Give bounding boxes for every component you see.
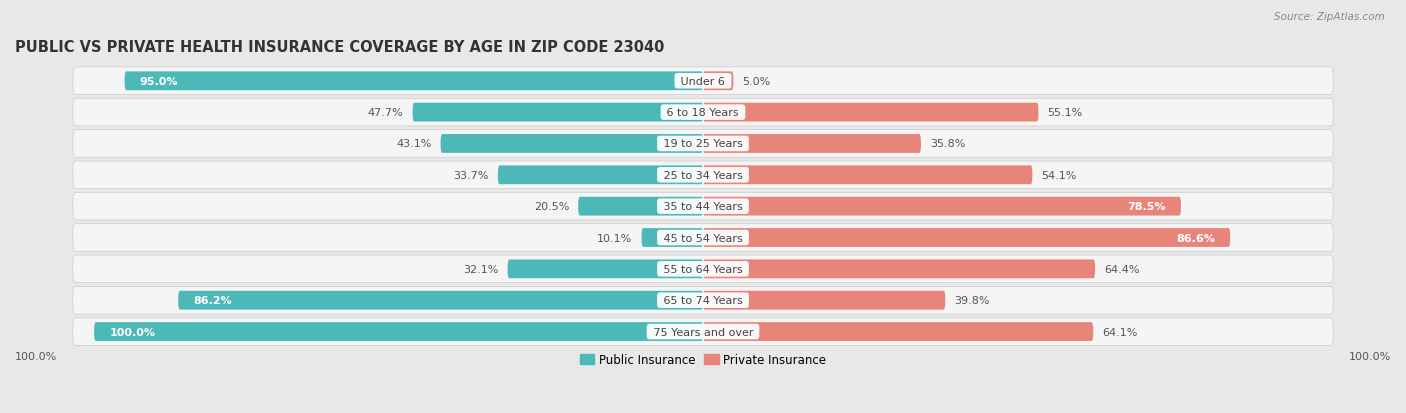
Text: 47.7%: 47.7% — [368, 108, 404, 118]
Text: 86.6%: 86.6% — [1177, 233, 1215, 243]
Text: 64.1%: 64.1% — [1102, 327, 1137, 337]
Text: 5.0%: 5.0% — [742, 76, 770, 87]
Text: 35.8%: 35.8% — [931, 139, 966, 149]
Text: Under 6: Under 6 — [678, 76, 728, 87]
FancyBboxPatch shape — [703, 228, 1230, 247]
FancyBboxPatch shape — [703, 166, 1032, 185]
FancyBboxPatch shape — [703, 260, 1095, 279]
FancyBboxPatch shape — [94, 323, 703, 341]
Text: 45 to 54 Years: 45 to 54 Years — [659, 233, 747, 243]
Text: 10.1%: 10.1% — [598, 233, 633, 243]
Text: 35 to 44 Years: 35 to 44 Years — [659, 202, 747, 211]
FancyBboxPatch shape — [73, 224, 1333, 252]
Text: 33.7%: 33.7% — [453, 171, 489, 180]
Text: 86.2%: 86.2% — [194, 295, 232, 306]
FancyBboxPatch shape — [412, 103, 703, 122]
FancyBboxPatch shape — [73, 131, 1333, 158]
Text: 100.0%: 100.0% — [1348, 351, 1391, 361]
Text: 55 to 64 Years: 55 to 64 Years — [659, 264, 747, 274]
Text: 19 to 25 Years: 19 to 25 Years — [659, 139, 747, 149]
FancyBboxPatch shape — [578, 197, 703, 216]
Text: 6 to 18 Years: 6 to 18 Years — [664, 108, 742, 118]
Text: 100.0%: 100.0% — [110, 327, 156, 337]
FancyBboxPatch shape — [73, 256, 1333, 283]
FancyBboxPatch shape — [641, 228, 703, 247]
Text: 54.1%: 54.1% — [1042, 171, 1077, 180]
FancyBboxPatch shape — [703, 135, 921, 154]
Text: 78.5%: 78.5% — [1128, 202, 1166, 211]
FancyBboxPatch shape — [73, 99, 1333, 127]
Text: 95.0%: 95.0% — [139, 76, 179, 87]
FancyBboxPatch shape — [179, 291, 703, 310]
FancyBboxPatch shape — [73, 318, 1333, 346]
FancyBboxPatch shape — [703, 323, 1094, 341]
FancyBboxPatch shape — [703, 103, 1039, 122]
FancyBboxPatch shape — [498, 166, 703, 185]
FancyBboxPatch shape — [703, 291, 945, 310]
Text: PUBLIC VS PRIVATE HEALTH INSURANCE COVERAGE BY AGE IN ZIP CODE 23040: PUBLIC VS PRIVATE HEALTH INSURANCE COVER… — [15, 40, 665, 55]
Text: 75 Years and over: 75 Years and over — [650, 327, 756, 337]
Text: 32.1%: 32.1% — [463, 264, 498, 274]
FancyBboxPatch shape — [73, 193, 1333, 221]
FancyBboxPatch shape — [73, 287, 1333, 314]
Text: 100.0%: 100.0% — [15, 351, 58, 361]
FancyBboxPatch shape — [508, 260, 703, 279]
FancyBboxPatch shape — [703, 72, 734, 91]
Text: 65 to 74 Years: 65 to 74 Years — [659, 295, 747, 306]
FancyBboxPatch shape — [73, 68, 1333, 95]
Legend: Public Insurance, Private Insurance: Public Insurance, Private Insurance — [575, 348, 831, 370]
FancyBboxPatch shape — [703, 197, 1181, 216]
FancyBboxPatch shape — [125, 72, 703, 91]
FancyBboxPatch shape — [73, 161, 1333, 189]
FancyBboxPatch shape — [440, 135, 703, 154]
Text: 25 to 34 Years: 25 to 34 Years — [659, 171, 747, 180]
Text: 64.4%: 64.4% — [1104, 264, 1140, 274]
Text: 20.5%: 20.5% — [534, 202, 569, 211]
Text: 39.8%: 39.8% — [955, 295, 990, 306]
Text: 43.1%: 43.1% — [396, 139, 432, 149]
Text: Source: ZipAtlas.com: Source: ZipAtlas.com — [1274, 12, 1385, 22]
Text: 55.1%: 55.1% — [1047, 108, 1083, 118]
